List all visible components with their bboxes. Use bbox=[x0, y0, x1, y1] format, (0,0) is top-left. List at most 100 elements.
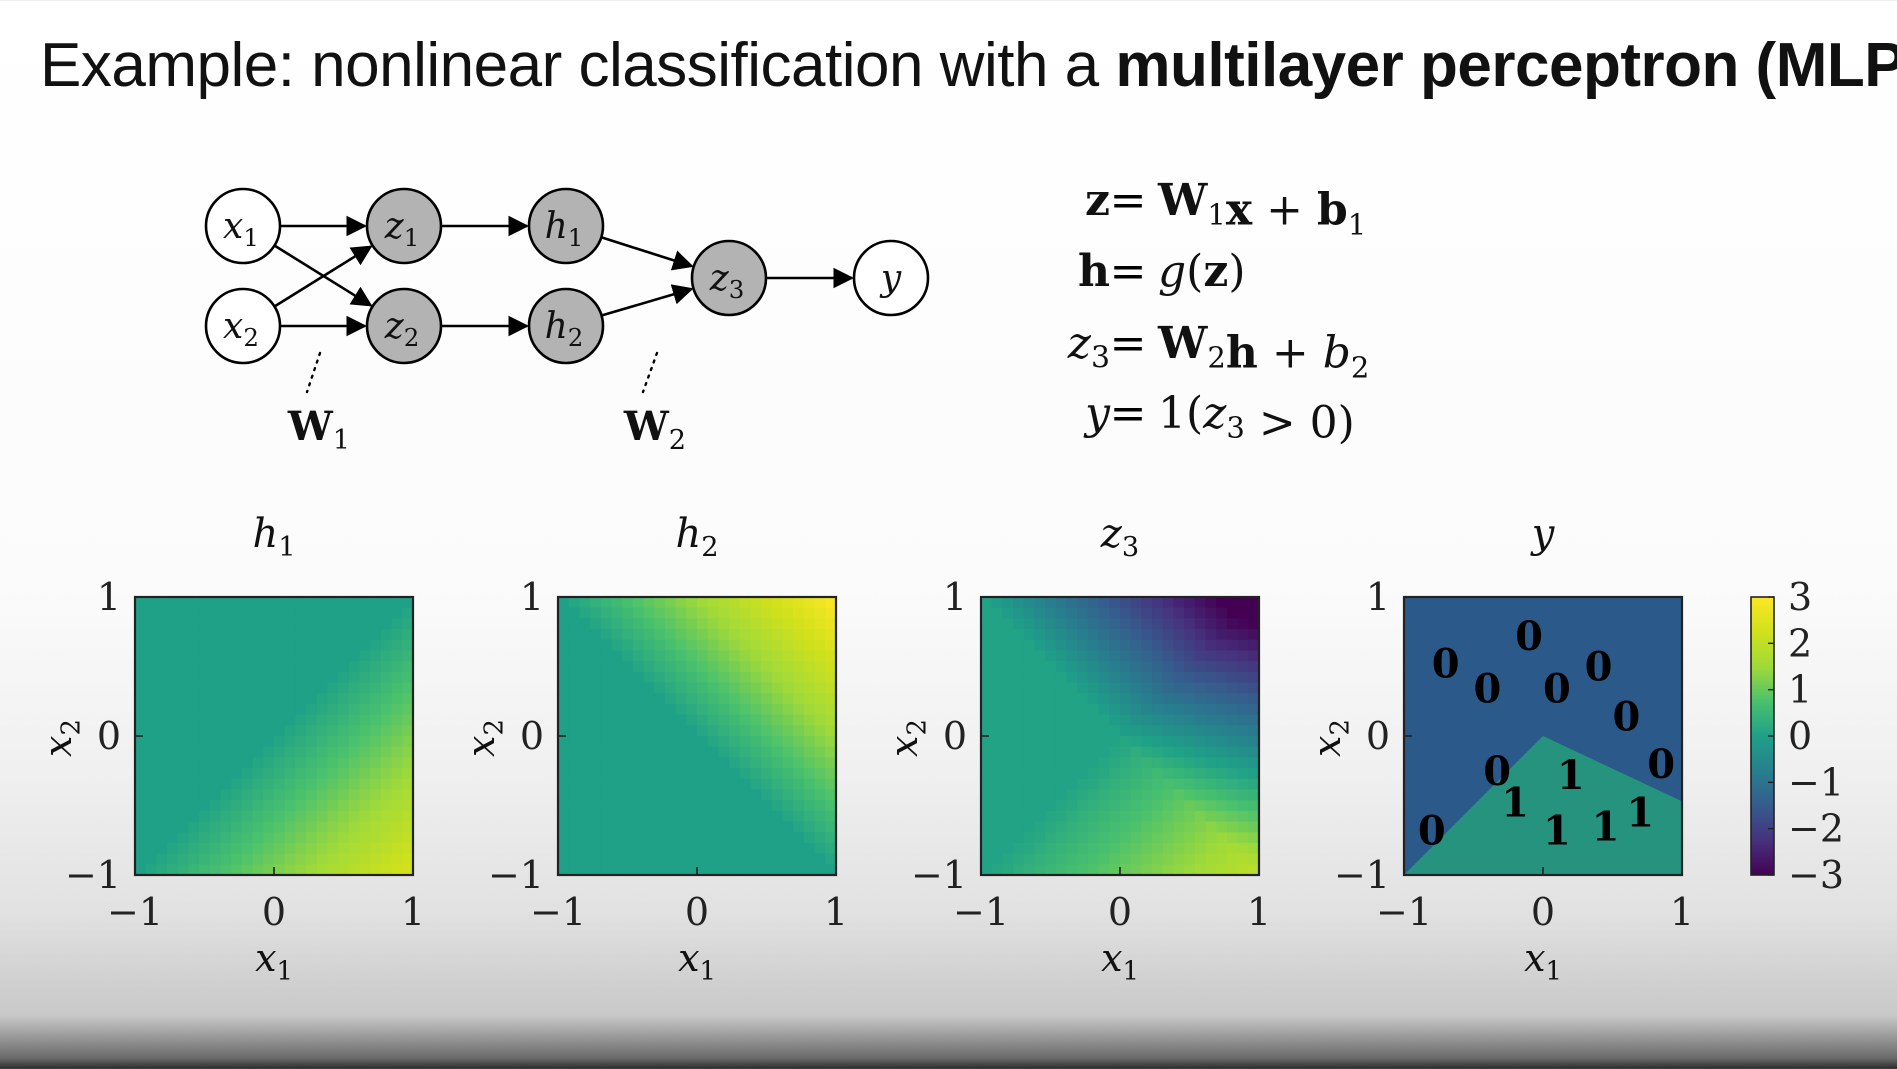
heatmap-cell bbox=[729, 714, 741, 726]
heatmap-cell bbox=[981, 671, 993, 684]
heatmap-cell bbox=[1077, 746, 1089, 758]
heatmap-cell bbox=[1248, 661, 1260, 673]
heatmap-cell bbox=[803, 661, 816, 673]
heatmap-cell bbox=[1226, 682, 1239, 694]
heatmap-cell bbox=[1066, 800, 1078, 812]
heatmap-cell bbox=[632, 661, 645, 673]
heatmap-cell bbox=[664, 778, 677, 791]
heatmap-cell bbox=[1173, 864, 1185, 876]
heatmap-cell bbox=[1184, 832, 1196, 844]
heatmap-cell bbox=[231, 853, 243, 865]
heatmap-cell bbox=[1098, 671, 1110, 684]
heatmap-cell bbox=[167, 618, 179, 630]
heatmap-cell bbox=[1066, 778, 1078, 791]
heatmap-cell bbox=[156, 607, 168, 619]
heatmap-cell bbox=[686, 693, 698, 705]
heatmap-cell bbox=[274, 682, 286, 694]
heatmap-cell bbox=[1034, 597, 1046, 609]
heatmap-cell bbox=[1045, 778, 1057, 791]
heatmap-cell bbox=[1152, 821, 1164, 833]
heatmap-cell bbox=[611, 746, 623, 758]
heatmap-cell bbox=[359, 864, 371, 876]
heatmap-cell bbox=[1237, 842, 1249, 855]
heatmap-cell bbox=[622, 810, 634, 823]
heatmap-cell bbox=[295, 853, 307, 865]
heatmap-cell bbox=[177, 736, 190, 748]
heatmap-cell bbox=[707, 864, 719, 876]
heatmap-cell bbox=[739, 864, 752, 876]
heatmap-cell bbox=[1205, 768, 1217, 780]
heatmap-cell bbox=[632, 597, 645, 609]
heatmap-cell bbox=[1194, 650, 1207, 662]
heatmap-cell bbox=[632, 639, 645, 652]
heatmap-cell bbox=[295, 746, 307, 758]
heatmap-cell bbox=[135, 864, 147, 876]
heatmap-cell bbox=[825, 778, 837, 791]
heatmap-cell bbox=[295, 618, 307, 630]
heatmap-cell bbox=[391, 736, 403, 748]
heatmap-cell bbox=[793, 714, 805, 726]
heatmap-cell bbox=[274, 810, 286, 823]
heatmap-cell bbox=[252, 746, 264, 758]
heatmap-cell bbox=[825, 768, 837, 780]
heatmap-cell bbox=[1087, 661, 1100, 673]
heatmap-cell bbox=[1130, 714, 1142, 726]
heatmap-cell bbox=[1034, 864, 1046, 876]
heatmap-cell bbox=[1141, 618, 1153, 630]
heatmap-cell bbox=[1023, 661, 1036, 673]
heatmap-cell bbox=[991, 736, 1003, 748]
heatmap-cell bbox=[1152, 778, 1164, 791]
heatmap-cell bbox=[600, 864, 613, 876]
heatmap-cell bbox=[558, 714, 570, 726]
heatmap-cell bbox=[370, 768, 382, 780]
heatmap-cell bbox=[188, 800, 200, 812]
heatmap-cell bbox=[697, 821, 709, 833]
heatmap-cell bbox=[1248, 725, 1260, 737]
heatmap-cell bbox=[1130, 618, 1142, 630]
heatmap-cell bbox=[1152, 650, 1164, 662]
heatmap-cell bbox=[188, 693, 200, 705]
heatmap-cell bbox=[1002, 639, 1014, 652]
heatmap-cell bbox=[1205, 639, 1217, 652]
heatmap-cell bbox=[686, 842, 698, 855]
heatmap-cell bbox=[664, 639, 677, 652]
heatmap-cell bbox=[991, 597, 1003, 609]
heatmap-cell bbox=[241, 864, 254, 876]
heatmap-cell bbox=[814, 853, 826, 865]
heatmap-cell bbox=[1045, 671, 1057, 684]
heatmap-cell bbox=[771, 629, 784, 641]
heatmap-cell bbox=[590, 607, 602, 619]
heatmap-cell bbox=[135, 650, 147, 662]
heatmap-cell bbox=[739, 682, 752, 694]
heatmap-cell bbox=[1098, 736, 1110, 748]
heatmap-cell bbox=[295, 757, 307, 769]
heatmap-cell bbox=[188, 810, 200, 823]
heatmap-cell bbox=[380, 703, 393, 716]
heatmap-cell bbox=[348, 821, 361, 833]
heatmap-cell bbox=[771, 671, 784, 684]
heatmap-cell bbox=[771, 714, 784, 726]
heatmap-cell bbox=[220, 746, 232, 758]
heatmap-cell bbox=[1109, 778, 1121, 791]
heatmap-cell bbox=[284, 757, 296, 769]
heatmap-cell bbox=[558, 768, 570, 780]
heatmap-cell bbox=[814, 671, 826, 684]
heatmap-cell bbox=[750, 703, 762, 716]
heatmap-cell bbox=[1023, 682, 1036, 694]
heatmap-cell bbox=[316, 650, 329, 662]
heatmap-cell bbox=[750, 821, 762, 833]
heatmap-cell bbox=[1055, 671, 1068, 684]
heatmap-cell bbox=[135, 800, 147, 812]
heatmap-cell bbox=[348, 629, 361, 641]
heatmap-cell bbox=[981, 778, 993, 791]
heatmap-cell bbox=[1066, 736, 1078, 748]
heatmap-cell bbox=[252, 853, 264, 865]
x-tick-label: −1 bbox=[953, 890, 1009, 934]
heatmap-cell bbox=[991, 810, 1003, 823]
heatmap-cell bbox=[558, 693, 570, 705]
heatmap-cell bbox=[380, 810, 393, 823]
heatmap-cell bbox=[1098, 853, 1110, 865]
heatmap-cell bbox=[1226, 800, 1239, 812]
heatmap-cell bbox=[739, 757, 752, 769]
heatmap-cell bbox=[199, 703, 211, 716]
